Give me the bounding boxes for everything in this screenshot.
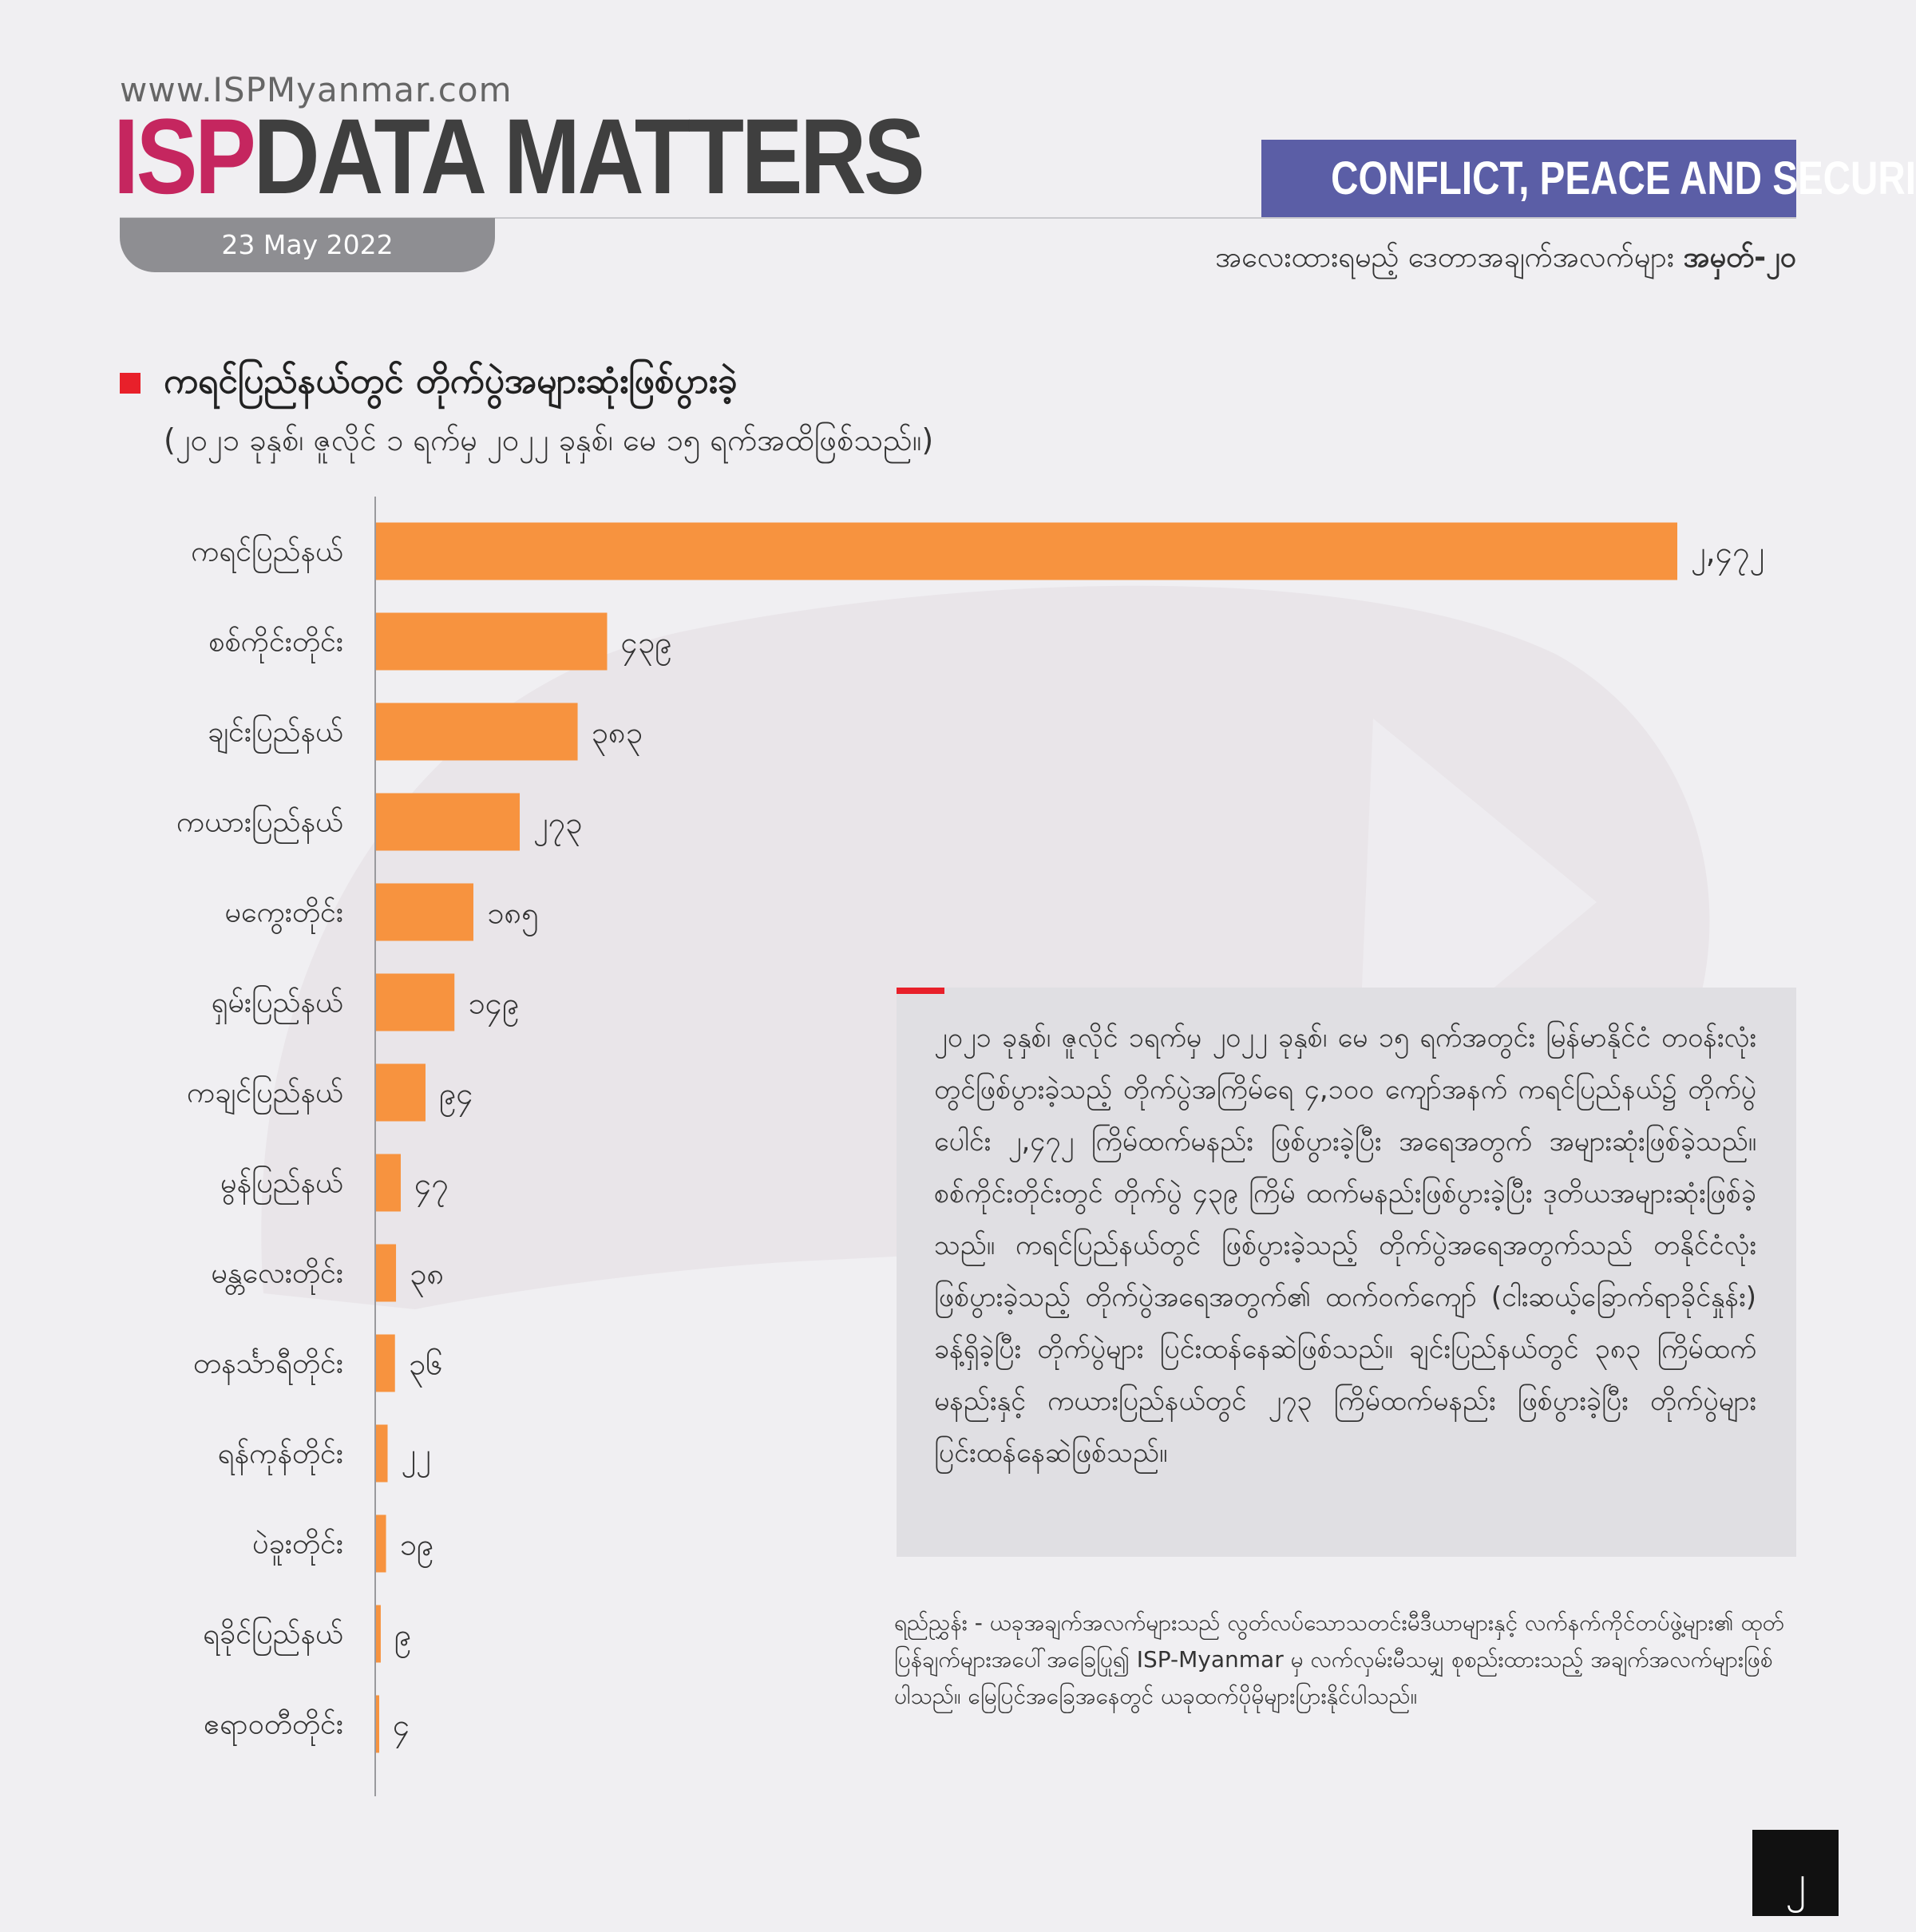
note-text: ၂၀၂၁ ခုနှစ်၊ ဇူလိုင် ၁ရက်မှ ၂၀၂၂ ခုနှစ်၊… — [934, 1022, 1756, 1469]
bar — [376, 973, 455, 1031]
bar — [376, 793, 521, 851]
value-label: ၂,၄၇၂ — [1691, 535, 1764, 576]
value-label: ၁၄၉ — [468, 986, 519, 1027]
series-label-text: အလေးထားရမည့် ဒေတာအချက်အလက်များ — [1215, 241, 1674, 274]
bar — [376, 1334, 395, 1392]
source-note: ရည်ညွှန်း - ယခုအချက်အလက်များသည် လွတ်လပ်သ… — [894, 1609, 1784, 1709]
category-label: ကချင်ပြည်နယ် — [187, 1076, 343, 1116]
category-label: CONFLICT, PEACE AND SECURITY — [1331, 152, 1916, 204]
chart-subtitle: (၂၀၂၁ ခုနှစ်၊ ဇူလိုင် ၁ ရက်မှ ၂၀၂၂ ခုနှစ… — [164, 422, 934, 457]
value-label: ၁၈၅ — [487, 896, 538, 937]
category-label: ဧရာဝတီတိုင်း — [204, 1708, 343, 1747]
value-label: ၄ — [393, 1708, 410, 1749]
header-divider — [120, 217, 1796, 219]
bar — [376, 1063, 426, 1122]
category-label: တနင်္သာရီတိုင်း — [193, 1348, 343, 1386]
value-label: ၄၇ — [414, 1166, 449, 1208]
series-number: အမှတ်-၂၀ — [1683, 241, 1796, 274]
bar — [376, 1605, 381, 1663]
bar — [376, 1424, 388, 1483]
bar — [376, 1695, 379, 1753]
publish-date: 23 May 2022 — [120, 218, 495, 272]
isp-data-matters-logo: ISPDATA MATTERS — [113, 104, 925, 211]
bar — [376, 1154, 401, 1212]
category-label: ရှမ်းပြည်နယ် — [212, 986, 343, 1025]
category-label: မကွေးတိုင်း — [224, 897, 343, 935]
category-label: စစ်ကိုင်းတိုင်း — [208, 626, 343, 664]
website-url: www.ISPMyanmar.com — [120, 70, 513, 109]
bar — [376, 703, 578, 761]
value-label: ၃၆ — [409, 1347, 443, 1388]
note-accent-bar — [897, 988, 944, 994]
value-label: ၃၈ — [410, 1257, 444, 1298]
category-label: ပဲခူးတိုင်း — [252, 1528, 343, 1566]
title-bullet — [120, 373, 141, 394]
bar — [376, 612, 608, 671]
bar — [376, 883, 473, 941]
value-label: ၃၈၃ — [592, 715, 643, 757]
category-label: ချင်းပြည်နယ် — [208, 715, 343, 755]
category-label: ကရင်ပြည်နယ် — [191, 535, 343, 574]
category-label: ရခိုင်ပြည်နယ် — [203, 1617, 343, 1657]
value-label: ၉ — [394, 1617, 411, 1659]
value-label: ၂၂ — [402, 1437, 431, 1479]
value-label: ၂၇၃ — [533, 806, 582, 847]
note-box — [897, 988, 1796, 1557]
category-label: ရန်ကုန်တိုင်း — [218, 1438, 343, 1476]
logo-data-matters-text: DATA MATTERS — [253, 97, 924, 216]
bar — [376, 1514, 386, 1573]
category-banner: CONFLICT, PEACE AND SECURITY — [1261, 140, 1916, 217]
value-label: ၁၉ — [400, 1527, 434, 1569]
category-label: မွန်ပြည်နယ် — [220, 1166, 343, 1206]
page-number: ၂ — [1752, 1830, 1839, 1916]
category-label: ကယားပြည်နယ် — [176, 806, 343, 845]
bar — [376, 1244, 397, 1302]
value-label: ၄၃၉ — [620, 625, 671, 667]
series-label: အလေးထားရမည့် ဒေတာအချက်အလက်များ အမှတ်-၂၀ — [1215, 238, 1796, 281]
category-label: မန္တလေးတိုင်း — [211, 1257, 343, 1296]
chart-title: ကရင်ပြည်နယ်တွင် တိုက်ပွဲအများဆုံးဖြစ်ပွာ… — [164, 361, 738, 402]
value-label: ၉၄ — [439, 1076, 473, 1118]
bar — [376, 522, 1677, 580]
logo-isp-text: ISP — [113, 97, 256, 216]
